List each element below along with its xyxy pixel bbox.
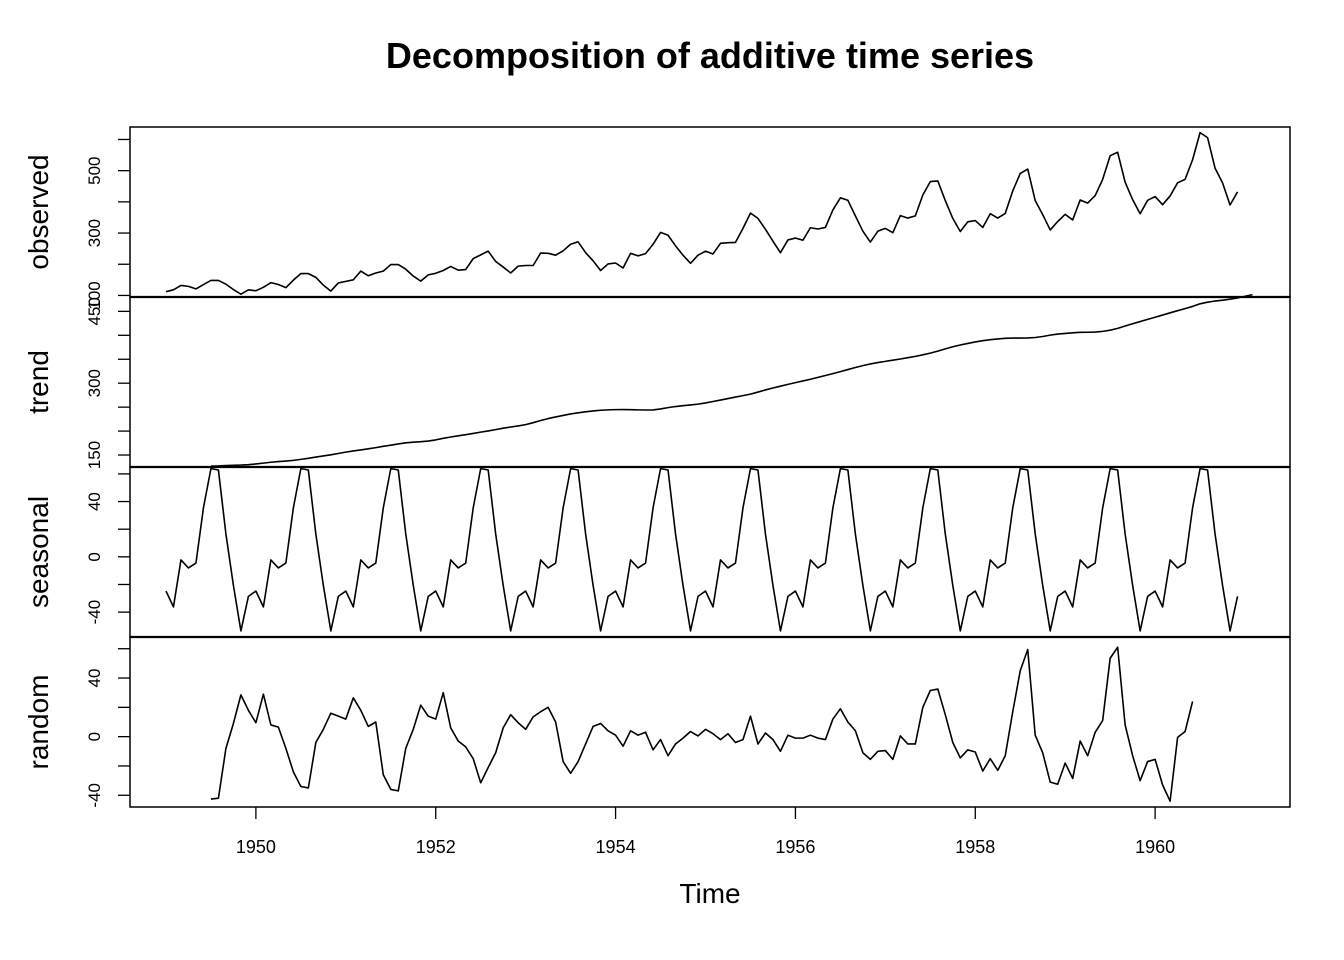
series-line-trend — [210, 293, 1253, 467]
panel-frame-random — [129, 636, 1291, 808]
y-tick-label-observed: 300 — [85, 219, 104, 247]
chart-title: Decomposition of additive time series — [386, 35, 1034, 76]
y-tick-label-observed: 500 — [85, 156, 104, 184]
x-tick-label: 1956 — [775, 837, 815, 857]
x-tick-label: 1954 — [596, 837, 636, 857]
panel-observed: observed 100 300 500 — [23, 126, 1291, 310]
panel-seasonal: seasonal -40 0 40 — [23, 465, 1291, 638]
y-tick-label-random: 40 — [85, 669, 104, 688]
y-tick-label-trend: 450 — [85, 297, 104, 325]
series-line-observed — [165, 131, 1239, 295]
series-line-random — [210, 646, 1194, 802]
x-tick-label: 1950 — [236, 837, 276, 857]
panel-frame-seasonal — [129, 466, 1291, 638]
panel-random: random -40 0 40 — [23, 635, 1291, 808]
x-tick-label: 1958 — [955, 837, 995, 857]
y-axis-label-observed: observed — [23, 154, 54, 269]
y-tick-label-seasonal: -40 — [85, 600, 104, 625]
y-tick-label-trend: 300 — [85, 369, 104, 397]
y-axis-label-seasonal: seasonal — [23, 496, 54, 608]
y-tick-label-random: 0 — [85, 732, 104, 741]
panel-trend: trend 150 300 450 — [23, 293, 1291, 469]
y-tick-label-trend: 150 — [85, 441, 104, 469]
panel-frame-trend — [129, 296, 1291, 468]
y-tick-label-seasonal: 40 — [85, 492, 104, 511]
x-tick-label: 1960 — [1135, 837, 1175, 857]
y-tick-label-seasonal: 0 — [85, 552, 104, 561]
y-tick-label-random: -40 — [85, 783, 104, 808]
x-tick-label: 1952 — [416, 837, 456, 857]
y-axis-label-random: random — [23, 675, 54, 770]
series-line-seasonal — [165, 467, 1239, 632]
y-axis-label-trend: trend — [23, 350, 54, 414]
x-axis-label: Time — [679, 878, 740, 909]
panels-group: observed 100 300 500 trend 150 300 450 seasonal -… — [23, 126, 1291, 808]
x-axis: 1950 1952 1954 1956 1958 1960 — [236, 807, 1175, 857]
y-tick-label-observed: 100 — [85, 281, 104, 309]
